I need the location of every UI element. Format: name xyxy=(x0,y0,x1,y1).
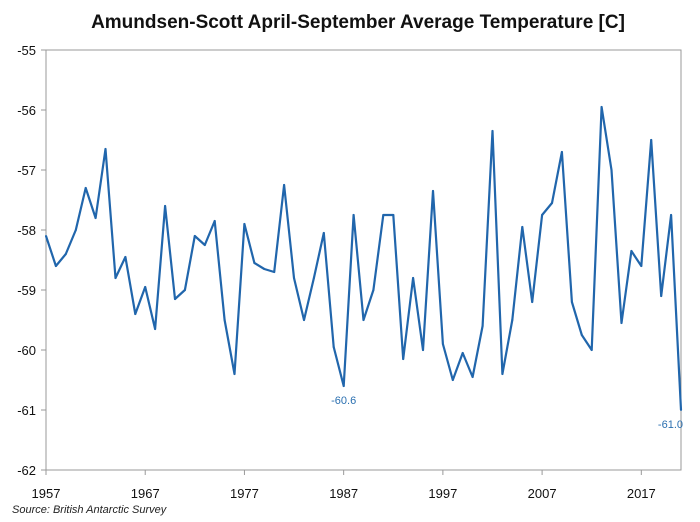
data-point xyxy=(293,277,295,279)
data-point xyxy=(243,223,246,225)
data-point xyxy=(640,265,643,267)
data-point xyxy=(253,262,256,264)
data-point xyxy=(680,409,682,411)
data-point xyxy=(670,214,673,216)
data-point xyxy=(422,349,424,351)
data-label: -60.6 xyxy=(331,395,356,407)
data-point xyxy=(481,325,484,327)
series-line xyxy=(44,105,683,411)
data-point xyxy=(263,268,266,270)
data-point xyxy=(570,301,573,303)
data-point xyxy=(511,319,514,321)
data-point xyxy=(650,139,653,141)
data-point xyxy=(660,295,663,297)
data-point xyxy=(461,352,464,354)
data-point xyxy=(630,250,633,252)
data-point xyxy=(451,379,454,381)
data-point xyxy=(74,229,77,231)
data-point xyxy=(104,148,107,150)
x-tick-label: 1967 xyxy=(131,486,160,501)
data-point xyxy=(174,298,176,300)
data-point xyxy=(213,220,216,222)
data-point xyxy=(124,256,127,258)
data-point xyxy=(114,277,117,279)
data-point xyxy=(560,151,563,153)
data-point xyxy=(382,214,385,216)
data-point xyxy=(600,106,603,108)
x-tick-label: 1987 xyxy=(329,486,358,501)
x-tick-label: 1977 xyxy=(230,486,259,501)
y-tick-label: -62 xyxy=(17,463,36,478)
data-point xyxy=(233,373,236,375)
data-point xyxy=(193,235,196,237)
y-tick-label: -61 xyxy=(17,403,36,418)
y-tick-label: -59 xyxy=(17,283,36,298)
data-point xyxy=(372,289,375,291)
data-point xyxy=(471,376,474,378)
data-label: -61.0 xyxy=(658,419,683,431)
data-point xyxy=(64,253,67,255)
data-point xyxy=(352,214,355,216)
data-point xyxy=(432,190,434,192)
data-point xyxy=(54,265,57,267)
y-tick-label: -56 xyxy=(17,103,36,118)
data-point xyxy=(531,301,534,303)
data-point xyxy=(154,328,157,330)
y-tick-label: -60 xyxy=(17,343,36,358)
data-point xyxy=(620,322,623,324)
data-point xyxy=(392,214,395,216)
data-point xyxy=(183,289,186,291)
x-tick-label: 2017 xyxy=(627,486,656,501)
data-point xyxy=(84,187,87,189)
series-points xyxy=(45,106,682,411)
data-point xyxy=(362,319,365,321)
data-point xyxy=(223,319,226,321)
x-tick-label: 1957 xyxy=(32,486,61,501)
chart-title: Amundsen-Scott April-September Average T… xyxy=(91,12,625,33)
data-point xyxy=(610,169,613,171)
data-point xyxy=(303,319,305,321)
x-axis-ticks: 1957 1967 1977 1987 1997 2007 2017 xyxy=(32,470,656,501)
data-point xyxy=(402,358,405,360)
x-tick-label: 2007 xyxy=(528,486,557,501)
data-point xyxy=(273,271,276,273)
data-point xyxy=(521,226,524,228)
data-point xyxy=(551,202,553,204)
data-point xyxy=(501,373,504,375)
data-point xyxy=(590,349,593,351)
y-axis-ticks: -55 -56 -57 -58 -59 -60 -61 -62 xyxy=(17,43,46,478)
x-tick-label: 1997 xyxy=(428,486,457,501)
data-point xyxy=(441,343,444,345)
data-point xyxy=(144,286,147,288)
y-tick-label: -58 xyxy=(17,223,36,238)
data-point xyxy=(283,184,286,186)
y-tick-label: -55 xyxy=(17,43,36,58)
data-point xyxy=(45,235,47,237)
data-point xyxy=(332,346,335,348)
data-point xyxy=(342,385,345,387)
annotations: -60.6 -61.0 xyxy=(331,395,683,431)
source-note: Source: British Antarctic Survey xyxy=(12,504,168,516)
data-point xyxy=(94,217,97,219)
data-point xyxy=(580,334,583,336)
y-tick-label: -57 xyxy=(17,163,36,178)
data-point xyxy=(491,130,494,132)
data-point xyxy=(164,205,167,207)
data-point xyxy=(312,277,315,279)
data-point xyxy=(322,232,325,234)
data-point xyxy=(203,244,206,246)
data-point xyxy=(541,214,544,216)
data-point xyxy=(134,313,137,315)
data-point xyxy=(412,277,415,279)
plot-area-frame xyxy=(45,49,682,471)
